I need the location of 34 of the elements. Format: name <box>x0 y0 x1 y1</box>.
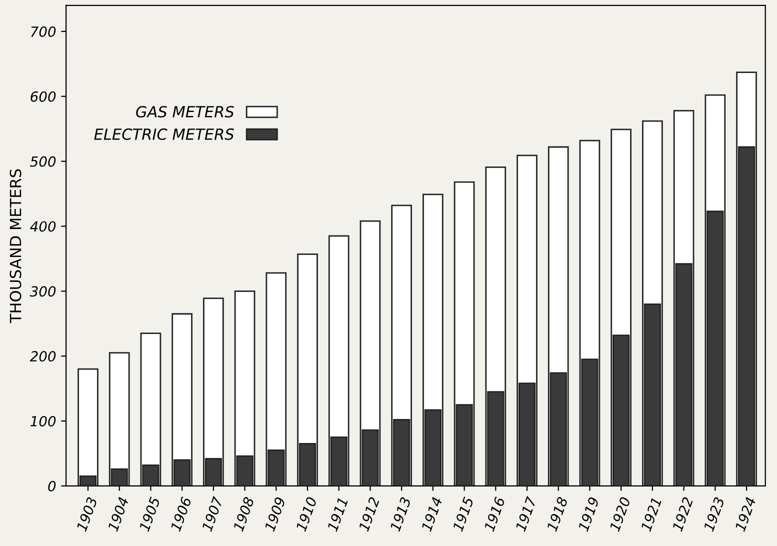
y-tick-label: 300 <box>30 286 56 297</box>
x-tick-label: 1907 <box>202 496 224 532</box>
x-tick-label: 1906 <box>170 496 192 532</box>
y-tick-label: 600 <box>30 91 56 102</box>
x-tick-label: 1903 <box>76 496 98 532</box>
y-tick-label: 200 <box>30 351 56 362</box>
legend-label: ELECTRIC METERS <box>94 128 234 140</box>
x-tick-label: 1924 <box>734 496 756 532</box>
y-axis-title: THOUSAND METERS <box>10 169 22 324</box>
y-tick-label: 0 <box>48 480 56 492</box>
y-tick-label: 400 <box>30 221 56 232</box>
x-tick-label: 1910 <box>296 496 318 532</box>
x-tick-label: 1909 <box>264 496 286 532</box>
x-tick-label: 1916 <box>484 496 506 532</box>
x-tick-label: 1908 <box>232 496 254 532</box>
x-tick-label: 1919 <box>578 496 600 532</box>
x-tick-label: 1920 <box>609 496 631 532</box>
y-tick-label: 700 <box>31 26 56 37</box>
x-tick-label: 1921 <box>640 498 662 532</box>
x-tick-label: 1905 <box>138 496 160 532</box>
x-tick-label: 1904 <box>107 496 129 532</box>
x-tick-label: 1912 <box>358 496 380 532</box>
x-tick-label: 1917 <box>515 496 537 532</box>
legend-label: GAS METERS <box>136 106 234 118</box>
x-tick-label: 1922 <box>672 496 694 532</box>
bar <box>78 368 98 486</box>
x-tick-label: 1923 <box>703 496 725 532</box>
x-tick-label: 1915 <box>452 496 474 532</box>
x-tick-label: 1911 <box>326 498 348 532</box>
y-tick-label: 100 <box>30 416 56 426</box>
x-tick-label: 1913 <box>390 496 412 532</box>
y-tick-label: 500 <box>30 156 56 167</box>
x-tick-label: 1918 <box>546 496 568 532</box>
x-tick-label: 1914 <box>421 496 442 532</box>
